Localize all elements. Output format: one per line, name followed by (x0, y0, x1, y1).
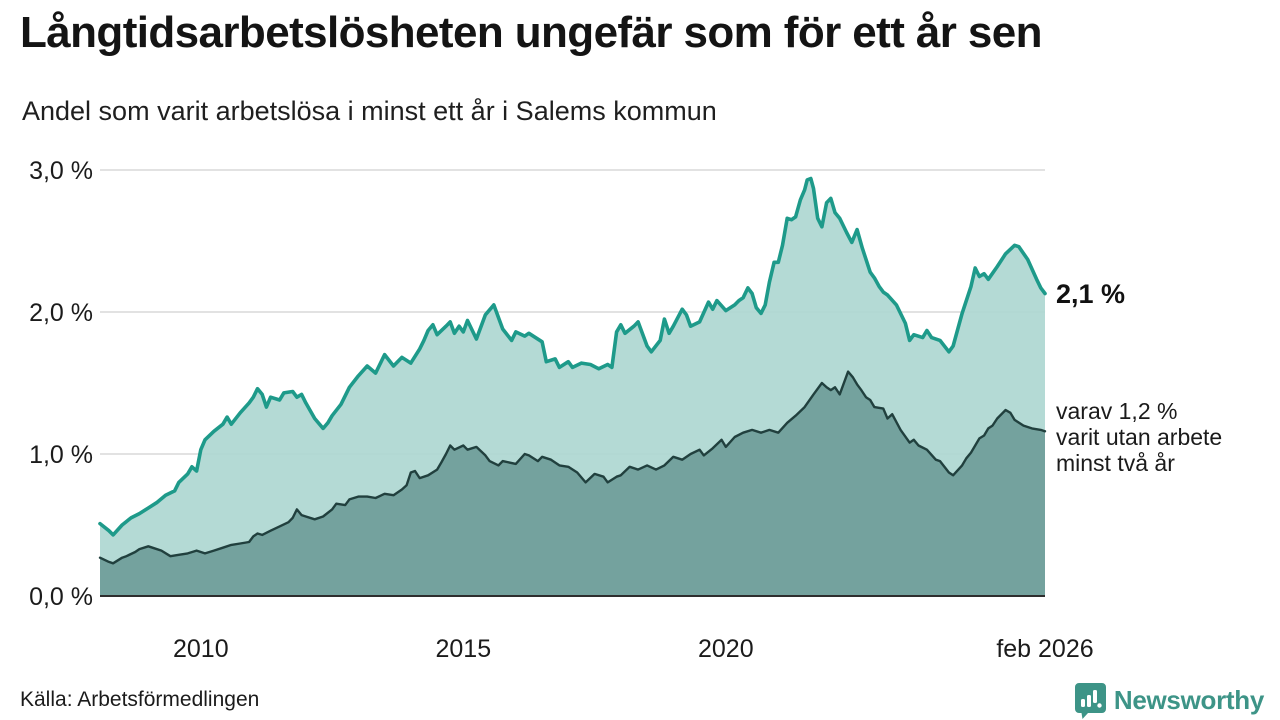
secondary-annotation-line3: minst två år (1056, 450, 1175, 476)
series-one-year-line (98, 176, 1047, 537)
brand-wordmark: Newsworthy (1113, 685, 1264, 715)
series-two-years-line (98, 370, 1047, 565)
brand-logo: Newsworthy (1074, 682, 1264, 719)
x-tick-label-2020: 2020 (698, 635, 754, 663)
x-tick-label-2010: 2010 (173, 635, 229, 663)
y-tick-label-3: 3,0 % (29, 157, 93, 185)
secondary-annotation-line2: varit utan arbete (1056, 424, 1223, 450)
page-title: Långtidsarbetslösheten ungefär som för e… (20, 8, 1043, 57)
bar-chart-speech-bubble-icon (1074, 682, 1107, 719)
y-tick-label-0: 0,0 % (29, 583, 93, 611)
y-tick-label-2: 2,0 % (29, 299, 93, 327)
secondary-annotation: varav 1,2 % varit utan arbete minst två … (1056, 398, 1222, 476)
chart-subtitle: Andel som varit arbetslösa i minst ett å… (22, 96, 717, 126)
source-credit: Källa: Arbetsförmedlingen (20, 688, 260, 711)
latest-value-annotation: 2,1 % (1056, 279, 1126, 309)
x-tick-label-feb-2026: feb 2026 (996, 635, 1093, 663)
secondary-annotation-line1: varav 1,2 % (1056, 398, 1178, 424)
y-tick-label-1: 1,0 % (29, 441, 93, 469)
x-tick-label-2015: 2015 (435, 635, 491, 663)
series-two-years-area (100, 371, 1045, 596)
